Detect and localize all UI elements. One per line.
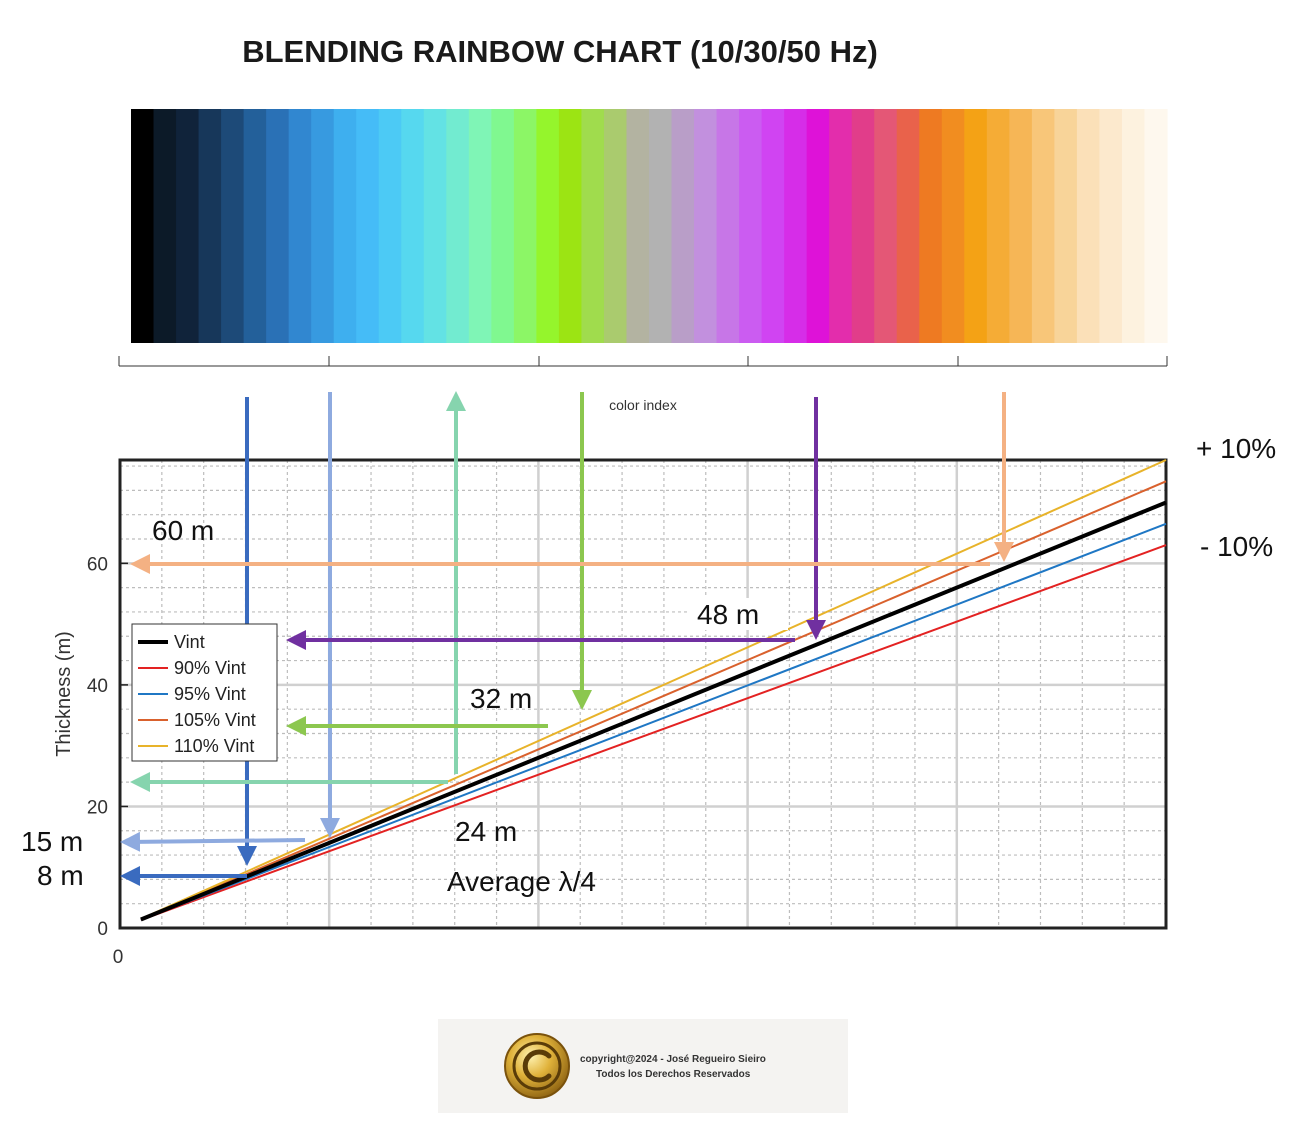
annotation-average: Average λ/4 (447, 866, 596, 897)
arrow-15m-horizontal (120, 831, 306, 852)
colorbar-swatch (1121, 109, 1146, 343)
legend-label-105: 105% Vint (174, 710, 256, 730)
colorbar-swatch (221, 109, 245, 343)
series-line-95pct-vint (140, 522, 1167, 921)
y-axis-ticks: 0 20 40 60 (87, 554, 128, 940)
colorbar-swatch (1144, 109, 1168, 343)
legend-box (131, 623, 278, 762)
colorbar-swatch (513, 109, 537, 343)
arrow-group (120, 391, 1014, 886)
colorbar-swatch (829, 109, 853, 343)
colorbar-swatch (153, 109, 177, 343)
colorbar-swatch (1099, 109, 1123, 343)
colorbar-swatch (649, 109, 673, 343)
colorbar-swatch (896, 109, 920, 343)
colorbar-swatch (266, 109, 290, 343)
annotation-32m: 32 m (470, 683, 532, 714)
colorbar-swatch (1054, 109, 1078, 343)
copyright-background (438, 1019, 848, 1113)
colorbar-swatch (919, 109, 943, 343)
y-tick-label: 0 (97, 919, 108, 940)
annotation-8m: 8 m (37, 860, 84, 891)
annotation-minus10: - 10% (1200, 531, 1273, 562)
colorbar-swatch (851, 109, 875, 343)
colorbar-swatch (288, 109, 312, 343)
colorbar-swatch (716, 109, 740, 343)
y-tick-label: 20 (87, 797, 108, 818)
legend-label-vint: Vint (174, 632, 205, 652)
legend-label-95: 95% Vint (174, 684, 246, 704)
x-tick-label-0: 0 (113, 947, 124, 968)
colorbar-swatch (131, 109, 155, 343)
colorbar-swatch (671, 109, 695, 343)
colorbar-swatch (333, 109, 357, 343)
legend: Vint 90% Vint 95% Vint 105% Vint 110% Vi… (131, 623, 278, 762)
copyright-c-glyph (522, 1049, 552, 1083)
series-line-90pct-vint (140, 544, 1167, 922)
colorbar-swatch (626, 109, 650, 343)
y-axis-label: Thickness (m) (53, 631, 75, 757)
annotation-48m: 48 m (697, 599, 759, 630)
colorbar-swatch (356, 109, 380, 343)
colorbar-swatch (784, 109, 808, 343)
colorbar-swatch (986, 109, 1010, 343)
annotation-60m: 60 m (152, 515, 214, 546)
annotation-24m: 24 m (455, 816, 517, 847)
colorbar-swatch (739, 109, 763, 343)
colorbar-swatch (1076, 109, 1101, 343)
colorbar-swatch (1009, 109, 1033, 343)
copyright-seal-inner-ring (512, 1041, 562, 1091)
colorbar-swatch (761, 109, 785, 343)
colorbar-swatch (603, 109, 628, 343)
series-line-110pct-vint (140, 459, 1167, 920)
colorbar-swatch (378, 109, 402, 343)
colorbar-swatch (176, 109, 200, 343)
colorbar-swatch (874, 109, 898, 343)
colorbar-swatch (401, 109, 425, 343)
legend-label-90: 90% Vint (174, 658, 246, 678)
colorbar-swatch (1031, 109, 1055, 343)
colorbar-swatch (964, 109, 988, 343)
plot-frame (118, 458, 1168, 930)
colorbar-label: color index (609, 397, 677, 413)
colorbar-swatch (243, 109, 267, 343)
colorbar (131, 109, 1168, 343)
colorbar-swatch (581, 109, 605, 343)
colorbar-swatch (536, 109, 560, 343)
series-line-vint (140, 500, 1167, 922)
colorbar-swatch (491, 109, 515, 343)
annotation-plus10: + 10% (1196, 433, 1276, 464)
copyright-line-2: Todos los Derechos Reservados (596, 1069, 751, 1080)
annotation-48m-background (690, 598, 788, 630)
y-tick-label: 40 (87, 676, 108, 697)
y-tick-label: 60 (87, 554, 108, 575)
colorbar-swatch (468, 109, 492, 343)
colorbar-ticks (118, 356, 1168, 366)
colorbar-swatch (446, 109, 470, 343)
colorbar-swatch (694, 109, 718, 343)
annotation-15m: 15 m (21, 826, 83, 857)
colorbar-swatch (423, 109, 447, 343)
colorbar-swatch (558, 109, 583, 343)
chart-title: BLENDING RAINBOW CHART (10/30/50 Hz) (242, 34, 878, 69)
copyright-box: copyright@2024 - José Regueiro Sieiro To… (438, 1019, 848, 1113)
colorbar-swatch (941, 109, 965, 343)
series-group (140, 459, 1167, 922)
legend-label-110: 110% Vint (174, 736, 254, 756)
copyright-line-1: copyright@2024 - José Regueiro Sieiro (580, 1054, 766, 1065)
colorbar-swatch (311, 109, 335, 343)
colorbar-swatch (198, 109, 222, 343)
colorbar-swatch (806, 109, 830, 343)
